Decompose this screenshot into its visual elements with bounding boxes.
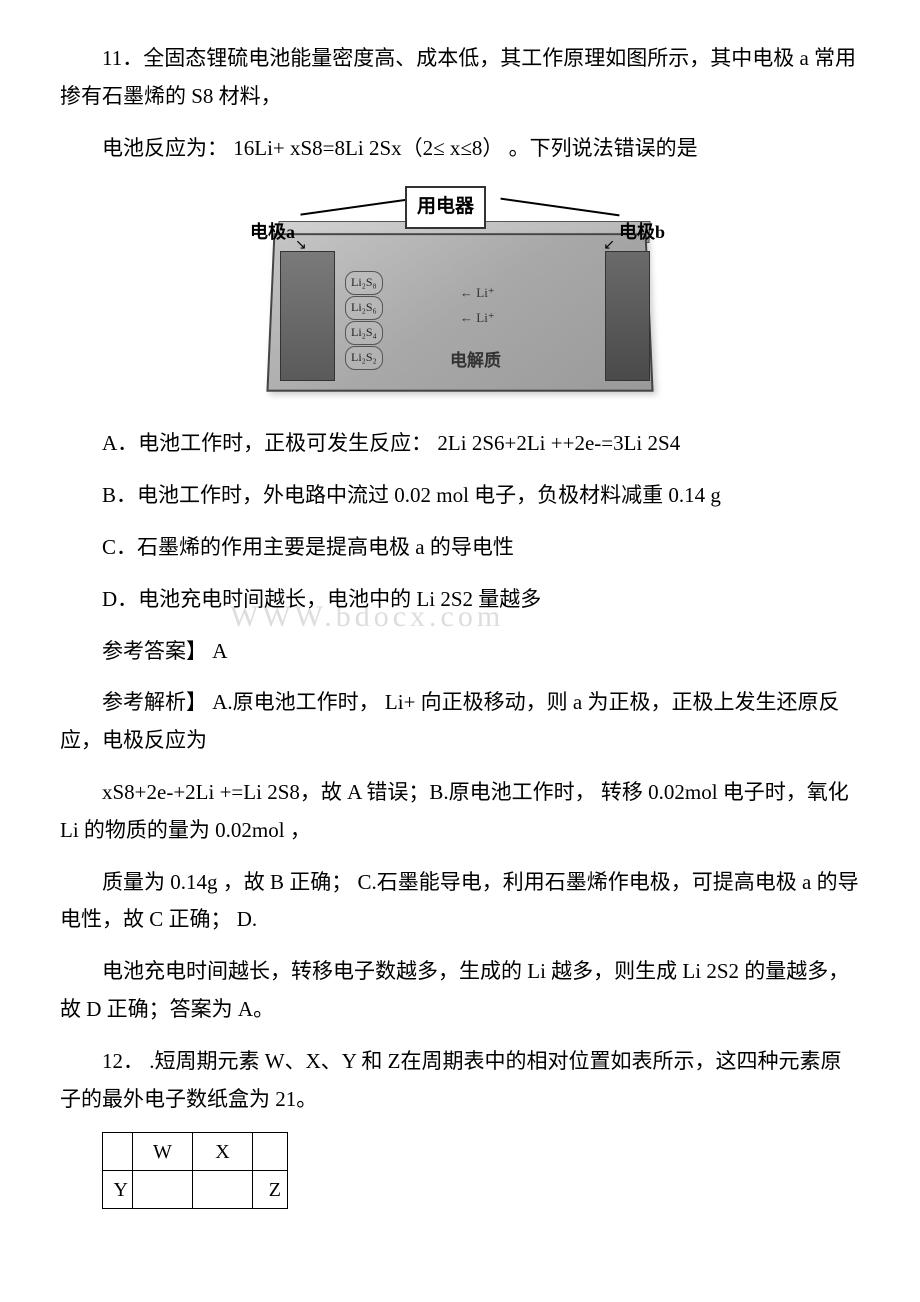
electrode-b-block (605, 251, 650, 381)
q11-answer: 参考答案】 A (60, 633, 860, 671)
electrode-a-block (280, 251, 335, 381)
cell-r2c2 (133, 1171, 193, 1209)
compound-2: Li₂S₆ (345, 296, 383, 320)
q11-analysis-3: 质量为 0.14g ，故 B 正确； C.石墨能导电，利用石墨烯作电极，可提高电… (60, 864, 860, 940)
electrode-a-label: 电极a (250, 216, 295, 248)
compound-1: Li₂S₈ (345, 271, 383, 295)
q12-stem: 12． .短周期元素 W、X、Y 和 Z在周期表中的相对位置如表所示，这四种元素… (60, 1043, 860, 1119)
battery-diagram: 用电器 电极a 电极b ↘ ↙ Li₂S₈ Li₂S₆ Li₂S₄ Li₂S₂ … (250, 181, 670, 411)
compound-3: Li₂S₄ (345, 321, 383, 345)
q11-stem-2: 电池反应为： 16Li+ xS8=8Li 2Sx（2≤ x≤8） 。下列说法错误… (60, 130, 860, 168)
wire-left (300, 199, 409, 216)
arrow-to-a: ↘ (295, 233, 307, 258)
q11-analysis-4: 电池充电时间越长，转移电子数越多，生成的 Li 越多，则生成 Li 2S2 的量… (60, 953, 860, 1029)
periodic-table: W X Y Z (102, 1132, 288, 1209)
electrolyte-label: 电解质 (450, 346, 501, 377)
cell-r1c3: X (193, 1133, 253, 1171)
cell-r1c4 (253, 1133, 288, 1171)
q11-analysis-2: xS8+2e-+2Li +=Li 2S8，故 A 错误；B.原电池工作时， 转移… (60, 774, 860, 850)
cell-r1c2: W (133, 1133, 193, 1171)
q11-option-d: D．电池充电时间越长，电池中的 Li 2S2 量越多 (60, 581, 860, 619)
arrow-to-b: ↙ (603, 233, 615, 258)
cell-r1c1 (103, 1133, 133, 1171)
electrode-b-label: 电极b (619, 216, 665, 248)
table-row: Y Z (103, 1171, 288, 1209)
li-ion-arrow-2: ← Li⁺ (460, 306, 495, 329)
cell-r2c4: Z (253, 1171, 288, 1209)
cell-r2c1: Y (103, 1171, 133, 1209)
q11-stem-1: 11．全固态锂硫电池能量密度高、成本低，其工作原理如图所示，其中电极 a 常用掺… (60, 40, 860, 116)
cell-r2c3 (193, 1171, 253, 1209)
table-row: W X (103, 1133, 288, 1171)
q11-option-b: B．电池工作时，外电路中流过 0.02 mol 电子，负极材料减重 0.14 g (60, 477, 860, 515)
wire-right (500, 198, 619, 217)
q11-analysis-1: 参考解析】 A.原电池工作时， Li+ 向正极移动，则 a 为正极，正极上发生还… (60, 684, 860, 760)
q11-option-c: C．石墨烯的作用主要是提高电极 a 的导电性 (60, 529, 860, 567)
compound-4: Li₂S₂ (345, 346, 383, 370)
li-ion-arrow-1: ← Li⁺ (460, 281, 495, 304)
q11-option-a: A．电池工作时，正极可发生反应： 2Li 2S6+2Li ++2e-=3Li 2… (60, 425, 860, 463)
device-label: 用电器 (405, 186, 486, 228)
